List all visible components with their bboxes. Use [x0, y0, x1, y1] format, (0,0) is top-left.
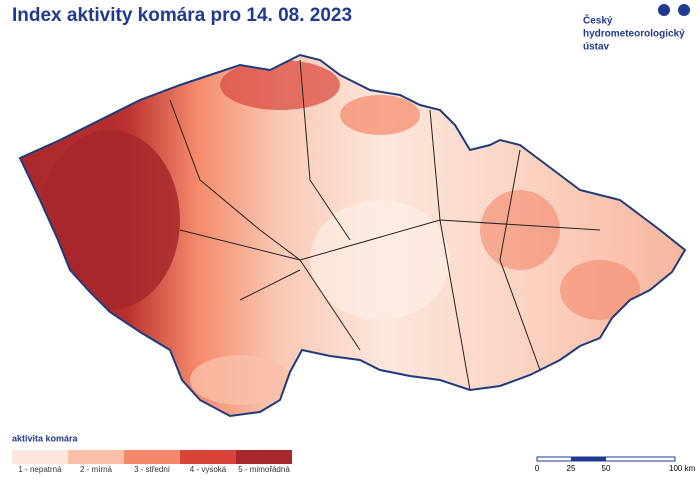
scale-label: 25 — [567, 464, 576, 473]
legend: 1 - nepatrná 2 - mírná 3 - střední 4 - vyso… — [12, 450, 292, 474]
region-borders — [169, 59, 601, 391]
legend-label: 1 - nepatrná — [18, 465, 62, 474]
legend-label: 5 - mimořádná — [238, 465, 290, 474]
scale-label: 50 — [602, 464, 611, 473]
map-region — [220, 60, 340, 110]
legend-label: 3 - střední — [134, 465, 171, 474]
legend-swatch — [180, 450, 236, 464]
map-region — [310, 200, 450, 320]
mosquito-index-map — [20, 55, 685, 416]
map-region — [480, 190, 560, 270]
map-title: Index aktivity komára pro 14. 08. 2023 — [12, 5, 352, 26]
logo-mark — [678, 4, 690, 16]
map-region — [560, 260, 640, 320]
legend-swatch — [124, 450, 180, 464]
scale-label: 100 km — [669, 464, 696, 473]
legend-label: 2 - mírná — [80, 465, 113, 474]
scale-bar: 0 25 50 100 km — [535, 456, 696, 473]
map-region — [40, 130, 180, 310]
legend-label: 4 - vysoká — [190, 465, 227, 474]
legend-swatch — [236, 450, 292, 464]
map-region — [190, 355, 290, 405]
logo-text: Český — [583, 14, 613, 27]
map-region — [340, 95, 420, 135]
logo-mark — [658, 4, 670, 16]
logo-text: hydrometeorologický — [583, 29, 685, 40]
legend-swatch — [12, 450, 68, 464]
legend-swatch — [68, 450, 124, 464]
legend-title: aktivita komára — [12, 433, 79, 443]
scale-bar-segment — [571, 457, 606, 461]
logo-text: ústav — [583, 42, 610, 53]
scale-label: 0 — [535, 464, 540, 473]
